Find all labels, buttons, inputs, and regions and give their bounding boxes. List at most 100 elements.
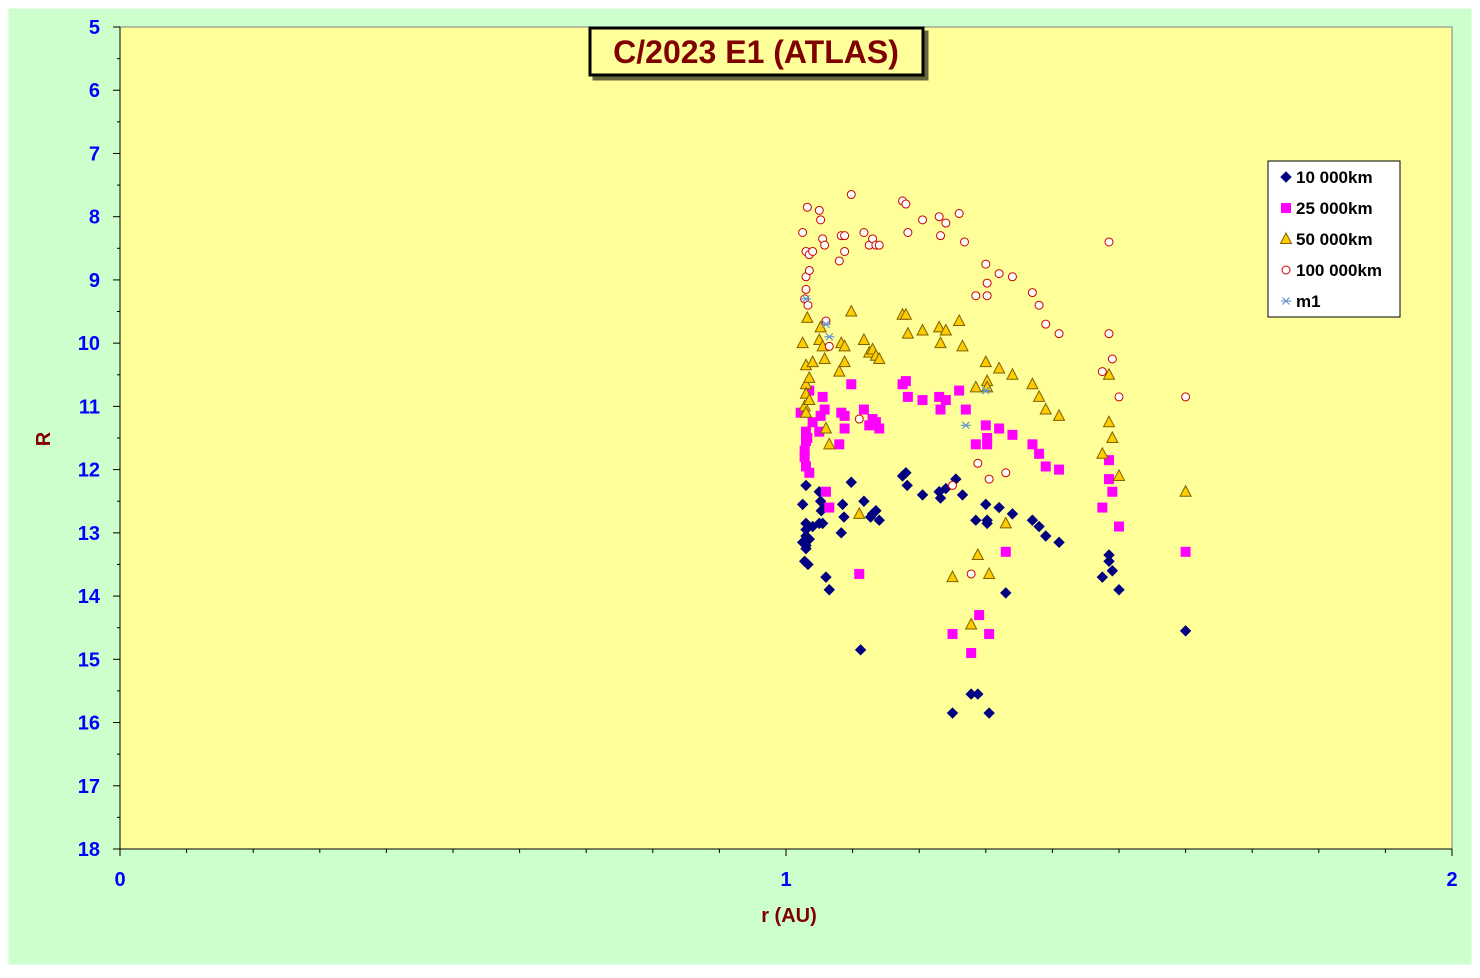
data-point: [1041, 319, 1051, 329]
data-point: [981, 517, 993, 530]
data-point: [1026, 514, 1039, 526]
chart-title-text: C/2023 E1 (ATLAS): [613, 34, 899, 70]
data-point: [814, 205, 824, 215]
data-point: [1039, 402, 1053, 415]
data-point: [823, 584, 835, 596]
data-point: [1033, 520, 1045, 533]
data-point: [838, 339, 851, 352]
data-point: [836, 498, 849, 511]
data-point: [960, 421, 971, 430]
data-point: [954, 385, 965, 396]
data-point: [824, 502, 835, 513]
legend-label: 10 000km: [1296, 168, 1373, 187]
data-point: [959, 237, 969, 247]
data-point: [858, 404, 869, 415]
data-point: [1032, 389, 1046, 402]
y-tick-label: 18: [78, 839, 100, 861]
data-point: [970, 514, 982, 526]
data-point: [873, 514, 885, 526]
data-point: [1026, 377, 1039, 390]
data-point: [859, 228, 869, 237]
data-point: [1103, 555, 1115, 568]
data-point: [964, 617, 978, 630]
data-point: [956, 489, 969, 501]
legend-marker: [1281, 265, 1291, 275]
series-4: [800, 294, 991, 430]
data-point: [820, 320, 831, 329]
data-point: [846, 379, 857, 390]
data-point: [982, 439, 993, 450]
data-point: [858, 495, 870, 507]
data-point: [1181, 392, 1191, 402]
data-point: [916, 489, 929, 501]
data-point: [974, 610, 985, 621]
legend-item: m1: [1281, 292, 1321, 311]
data-point: [1040, 461, 1051, 472]
data-point: [946, 570, 959, 583]
data-point: [1027, 439, 1038, 450]
legend-frame: [1267, 160, 1401, 318]
data-point: [840, 231, 850, 241]
data-point: [845, 476, 857, 488]
data-point: [1106, 565, 1119, 577]
data-point: [796, 498, 809, 511]
data-point: [940, 395, 951, 406]
data-point: [1034, 300, 1044, 310]
data-point: [994, 423, 1005, 434]
data-point: [946, 707, 959, 719]
data-point: [798, 228, 808, 237]
data-point: [994, 269, 1004, 279]
data-point: [802, 433, 813, 443]
x-axis: 0 1 2: [114, 848, 1458, 891]
y-tick-label: 13: [78, 523, 100, 545]
data-point: [840, 246, 850, 256]
data-point: [1114, 392, 1124, 402]
y-tick-label: 10: [78, 333, 100, 355]
data-point: [1001, 468, 1011, 478]
data-point: [901, 199, 911, 209]
y-tick-label: 8: [89, 207, 100, 229]
data-point: [1107, 354, 1117, 364]
data-point: [1102, 367, 1116, 380]
data-point: [846, 190, 856, 200]
x-tick-label: 1: [780, 869, 791, 891]
data-point: [1006, 508, 1019, 520]
data-point: [1112, 468, 1126, 481]
data-point: [939, 323, 953, 336]
series-1: [795, 376, 1191, 658]
data-point: [1104, 474, 1115, 485]
data-point: [804, 265, 814, 275]
data-point: [936, 231, 946, 241]
data-point: [854, 568, 865, 579]
data-point: [973, 458, 983, 468]
y-tick-label: 12: [78, 460, 100, 482]
data-point: [980, 386, 991, 395]
data-point: [816, 215, 826, 225]
data-point: [1106, 430, 1119, 443]
plot-area: [119, 26, 1453, 850]
legend: 10 000km 25 000km 50 000km 100 000km m1: [1267, 160, 1401, 318]
y-tick-label: 14: [78, 586, 101, 608]
series-2: [796, 304, 1192, 630]
data-point: [1097, 367, 1107, 377]
data-point: [1052, 408, 1066, 421]
data-point: [903, 228, 913, 237]
y-tick-label: 17: [78, 776, 100, 798]
data-point: [966, 647, 977, 658]
y-tick-label: 6: [89, 80, 100, 102]
data-point: [1102, 415, 1116, 428]
data-point: [838, 511, 850, 523]
legend-label: 25 000km: [1296, 199, 1373, 218]
data-point: [1104, 455, 1115, 466]
data-point: [817, 391, 828, 402]
legend-label: 100 000km: [1296, 261, 1382, 280]
data-point: [808, 246, 818, 256]
data-point: [899, 307, 913, 320]
data-point: [970, 439, 981, 450]
data-point: [1179, 484, 1192, 497]
data-point: [870, 505, 882, 517]
data-point: [971, 547, 985, 560]
data-point: [984, 629, 995, 640]
data-point: [1096, 571, 1109, 583]
